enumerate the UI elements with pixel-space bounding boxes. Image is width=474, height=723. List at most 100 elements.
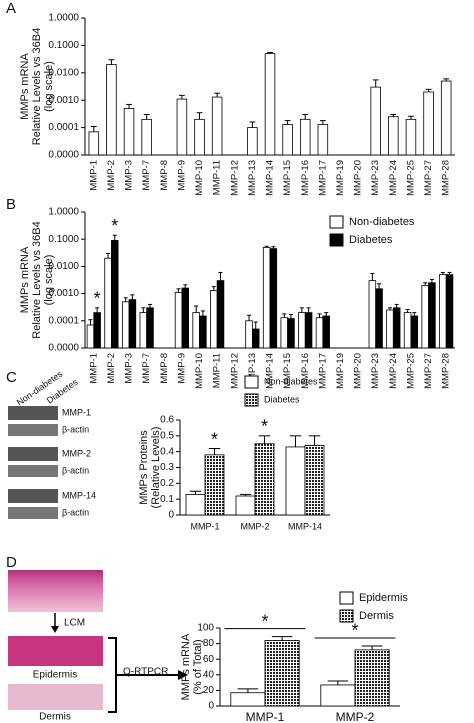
bar [264, 640, 300, 707]
x-tick-label: MMP-19 [335, 160, 346, 196]
x-tick-label: MMP-24 [388, 353, 399, 389]
x-tick-label: MMP-15 [282, 353, 293, 389]
x-tick-label: MMP-10 [194, 160, 205, 196]
panel-label: D [6, 554, 17, 571]
x-tick-label: MMP-2 [106, 353, 117, 384]
x-tick-label: MMP-20 [353, 353, 364, 389]
panel-label: A [6, 0, 16, 17]
x-tick-label: MMP-2 [336, 710, 375, 723]
x-tick-label: MMP-24 [388, 160, 399, 196]
legend-label: Diabetes [264, 394, 300, 404]
y-tick-label: 80 [203, 638, 215, 649]
blot-band [8, 489, 58, 503]
bar [403, 312, 412, 349]
x-tick-label: MMP-14 [265, 160, 276, 196]
arrow-head [51, 626, 59, 633]
significance-mark: * [211, 429, 218, 449]
bar [354, 649, 390, 707]
step-label: LCM [64, 618, 85, 629]
bar [285, 446, 306, 516]
y-axis-label: (% of Total) [192, 639, 204, 694]
panel-label: B [6, 196, 16, 213]
x-tick-label: MMP-23 [370, 160, 381, 196]
blot-band [8, 424, 58, 436]
x-tick-label: MMP-20 [353, 160, 364, 196]
x-tick-label: MMP-17 [317, 160, 328, 196]
legend-swatch [339, 609, 354, 623]
bar [181, 287, 189, 349]
x-tick-label: MMP-2 [241, 521, 270, 531]
panel-label: C [6, 369, 17, 386]
x-tick-label: MMP-2 [106, 160, 117, 191]
bar [370, 86, 381, 156]
significance-mark: * [351, 621, 358, 641]
significance-mark: * [94, 289, 101, 309]
legend-swatch [244, 393, 259, 407]
bar [388, 116, 399, 156]
y-tick-label: 0.0001 [48, 122, 79, 133]
bar [445, 274, 454, 349]
bar [88, 131, 100, 156]
bar [262, 246, 271, 349]
bar [128, 299, 137, 349]
x-tick-label: MMP-1 [88, 160, 99, 191]
x-tick-label: MMP-16 [300, 160, 311, 196]
x-tick-label: MMP-9 [176, 160, 187, 191]
significance-mark: * [111, 216, 118, 236]
x-tick-label: MMP-9 [176, 353, 187, 384]
bar [282, 124, 293, 156]
y-axis-label: (log scale) [43, 61, 55, 112]
bar [185, 494, 206, 516]
y-tick-label: 0.0100 [48, 67, 79, 78]
y-tick-label: 0 [168, 510, 174, 521]
bar [410, 315, 419, 349]
bar [199, 315, 207, 349]
bar [421, 285, 429, 349]
bar [146, 307, 154, 349]
x-tick-label: MMP-16 [300, 353, 311, 389]
bar [287, 318, 295, 349]
x-tick-label: MMP-28 [441, 353, 452, 389]
y-tick-label: 0.1000 [48, 40, 79, 51]
arrow-head [178, 670, 188, 680]
legend-label: Epidermis [359, 592, 408, 604]
x-tick-label: MMP-28 [441, 160, 452, 196]
y-axis-label: MMPs mRNA [19, 246, 31, 313]
bar [254, 443, 275, 516]
significance-mark: * [261, 611, 268, 631]
x-tick-label: MMP-19 [335, 353, 346, 389]
bar [216, 280, 225, 349]
y-tick-label: 0.0000 [48, 343, 79, 354]
legend-swatch [244, 375, 259, 389]
x-tick-label: MMP-11 [212, 353, 223, 388]
bar [320, 684, 356, 707]
significance-mark: * [261, 417, 268, 437]
legend-label: Non-diabetes [264, 376, 318, 386]
y-tick-label: 0.1 [160, 494, 174, 505]
bar [317, 124, 329, 156]
histology-image [8, 684, 103, 710]
legend-label: Dermis [359, 610, 394, 622]
bar [251, 328, 260, 349]
histology-image [8, 636, 103, 666]
bar [439, 274, 447, 349]
bar [121, 301, 130, 349]
bar [269, 248, 278, 349]
y-tick-label: 1.0000 [48, 13, 79, 24]
x-tick-label: MMP-10 [194, 353, 205, 389]
y-tick-label: 60 [203, 654, 215, 665]
y-tick-label: 0.0010 [48, 95, 79, 106]
x-tick-label: MMP-1 [246, 710, 285, 723]
bar [304, 312, 313, 349]
x-tick-label: MMP-27 [423, 353, 434, 389]
x-tick-label: MMP-7 [141, 353, 152, 384]
bar [392, 307, 401, 349]
x-tick-label: MMP-3 [124, 353, 135, 384]
y-tick-label: 40 [203, 669, 215, 680]
bar [139, 312, 148, 349]
x-tick-label: MMP-13 [247, 353, 258, 389]
bar [86, 324, 95, 349]
bar [264, 53, 276, 156]
x-tick-label: MMP-15 [282, 160, 293, 196]
bar [192, 312, 200, 349]
